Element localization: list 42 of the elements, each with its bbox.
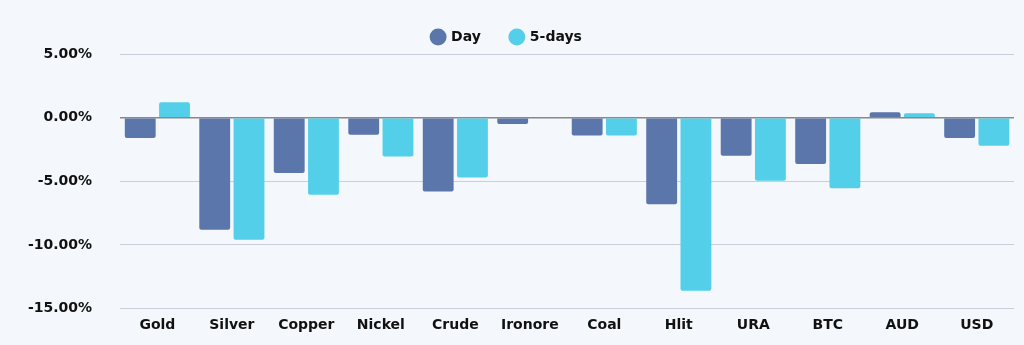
bar: [497, 118, 529, 125]
bar: [680, 118, 712, 291]
y-tick-label: 5.00%: [43, 44, 93, 61]
x-tick-label: AUD: [885, 315, 919, 332]
bar: [273, 118, 305, 174]
y-tick-label: 0.00%: [43, 108, 93, 125]
bar: [869, 112, 901, 117]
bar: [159, 102, 190, 117]
bar: [829, 118, 861, 189]
y-tick-label: -15.00%: [28, 299, 93, 316]
bar: [199, 118, 231, 230]
x-tick-label: URA: [736, 315, 770, 332]
bar: [457, 118, 488, 178]
bar: [646, 118, 678, 205]
bar: [944, 118, 976, 139]
y-tick-label: -10.00%: [28, 235, 93, 252]
legend-label: Day: [451, 27, 481, 44]
x-tick-label: Copper: [278, 315, 335, 332]
bar: [903, 113, 935, 117]
bar: [978, 118, 1010, 146]
x-tick-label: BTC: [812, 315, 844, 332]
x-tick-label: Coal: [587, 315, 622, 332]
bar: [606, 118, 637, 136]
bar: [571, 118, 603, 136]
x-tick-label: USD: [960, 315, 994, 332]
x-tick-label: Ironore: [500, 315, 559, 332]
bar: [124, 118, 156, 139]
x-tick-label: Hlit: [664, 315, 694, 332]
x-tick-label: Silver: [209, 315, 255, 332]
bar: [755, 118, 786, 181]
bar: [348, 118, 380, 135]
x-tick-label: Gold: [139, 315, 176, 332]
x-tick-label: Nickel: [356, 315, 405, 332]
x-tick-label: Crude: [431, 315, 479, 332]
bar: [308, 118, 339, 195]
bar: [233, 118, 265, 240]
y-tick-label: -5.00%: [37, 171, 93, 188]
legend-label: 5-days: [529, 27, 582, 44]
bar: [720, 118, 752, 156]
bar: [422, 118, 454, 192]
bar: [795, 118, 827, 165]
bar: [382, 118, 414, 157]
